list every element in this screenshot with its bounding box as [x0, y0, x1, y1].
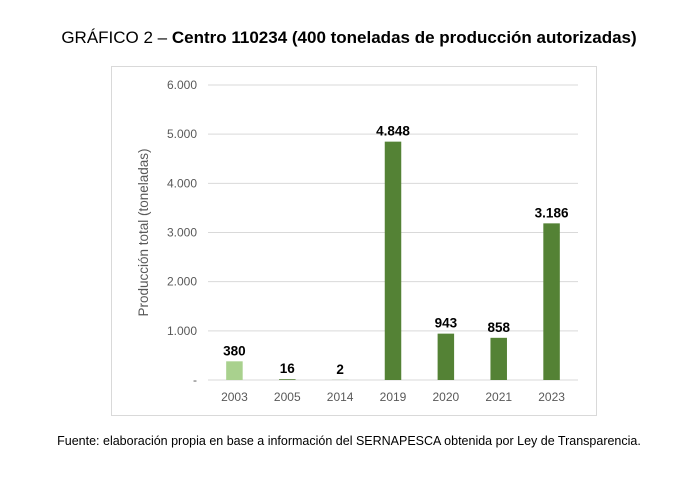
y-tick-label: 6.000 — [167, 78, 197, 92]
bar — [279, 379, 296, 380]
y-tick-label: 1.000 — [167, 324, 197, 338]
data-label: 16 — [280, 361, 296, 376]
y-tick-label: 5.000 — [167, 127, 197, 141]
x-tick-label: 2003 — [221, 390, 248, 404]
data-label: 3.186 — [535, 205, 569, 220]
chart-title-main: Centro 110234 (400 toneladas de producci… — [171, 28, 637, 47]
data-label: 380 — [223, 343, 246, 358]
x-tick-label: 2019 — [380, 390, 407, 404]
chart-frame — [111, 66, 597, 416]
y-tick-label: - — [193, 373, 197, 387]
x-tick-label: 2020 — [433, 390, 460, 404]
x-tick-label: 2014 — [327, 390, 354, 404]
data-label: 858 — [487, 320, 510, 335]
data-label: 4.848 — [376, 124, 410, 139]
bar — [490, 337, 507, 380]
data-label: 2 — [336, 362, 344, 377]
chart-title: GRÁFICO 2 – Centro 110234 (400 toneladas… — [0, 28, 698, 48]
x-tick-label: 2021 — [485, 390, 512, 404]
y-axis-label: Producción total (toneladas) — [136, 148, 151, 316]
y-tick-label: 4.000 — [167, 176, 197, 190]
bar — [384, 141, 402, 380]
x-tick-label: 2005 — [274, 390, 301, 404]
bar — [543, 223, 560, 380]
bar-chart: - 1.000 2.000 3.000 4.000 5.000 6.000 Producció… — [136, 78, 578, 404]
source-note: Fuente: elaboración propia en base a inf… — [57, 434, 641, 448]
chart-title-prefix: GRÁFICO 2 – — [61, 28, 168, 47]
bar — [437, 333, 455, 380]
x-tick-label: 2023 — [538, 390, 565, 404]
data-label: 943 — [435, 316, 458, 331]
bar — [226, 361, 243, 380]
y-tick-label: 2.000 — [167, 275, 197, 289]
y-tick-label: 3.000 — [167, 226, 197, 240]
